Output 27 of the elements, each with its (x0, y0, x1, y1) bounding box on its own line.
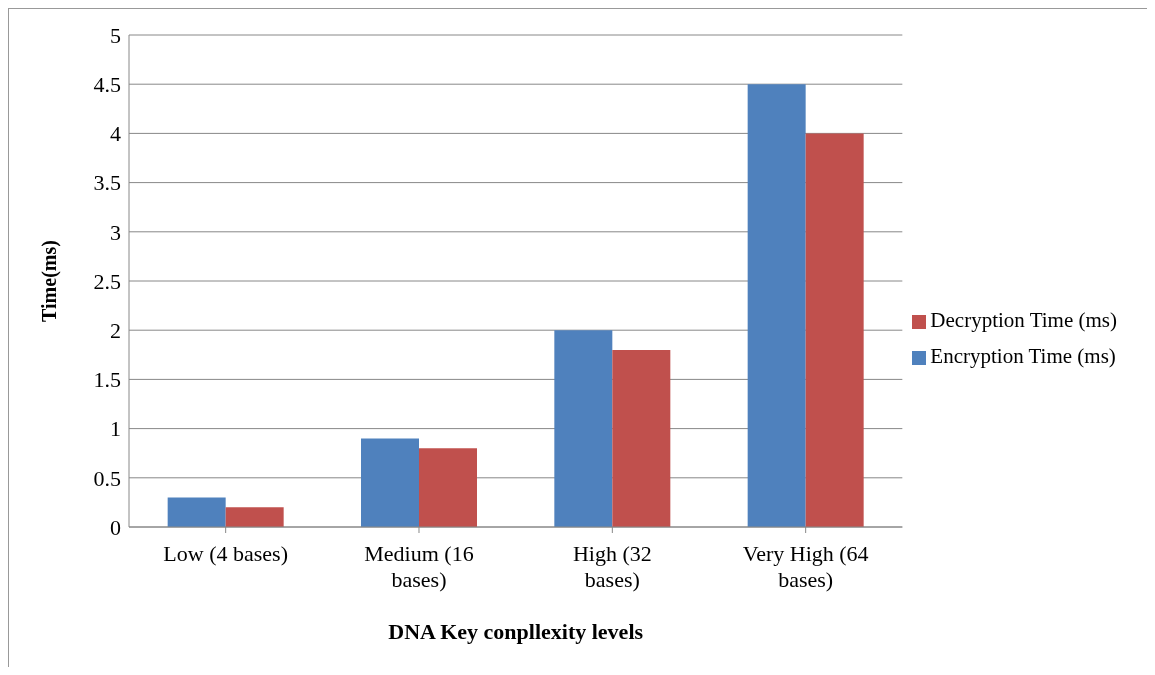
y-axis-title: Time(ms) (38, 240, 62, 322)
bar (361, 438, 419, 527)
x-tick-label: Low (4 bases) (163, 541, 288, 566)
y-tick-label: 4 (110, 121, 121, 147)
x-tick-label: Medium (16 bases) (364, 541, 474, 592)
y-tick-label: 2 (110, 318, 121, 344)
bar (167, 497, 226, 527)
x-axis-title: DNA Key conpllexity levels (388, 619, 644, 644)
bar (747, 84, 806, 527)
bar (554, 330, 613, 527)
bar (419, 448, 477, 527)
y-tick-label: 5 (110, 22, 121, 48)
x-tick-label: Very High (64 bases) (742, 541, 869, 592)
y-tick-label: 1 (110, 416, 121, 442)
y-tick-label: 2.5 (93, 268, 121, 294)
y-tick-label: 0.5 (93, 465, 121, 491)
y-tick-label: 1.5 (93, 367, 121, 393)
legend-label: Encryption Time (ms) (930, 344, 1116, 368)
y-tick-label: 3.5 (93, 170, 121, 196)
bar (612, 349, 671, 527)
legend-label: Decryption Time (ms) (930, 308, 1117, 332)
y-tick-label: 3 (110, 219, 121, 245)
y-tick-label: 4.5 (93, 72, 121, 98)
bar (805, 133, 864, 527)
y-tick-label: 0 (110, 514, 121, 540)
bar (225, 507, 284, 527)
x-tick-label: High (32 bases) (572, 541, 652, 592)
